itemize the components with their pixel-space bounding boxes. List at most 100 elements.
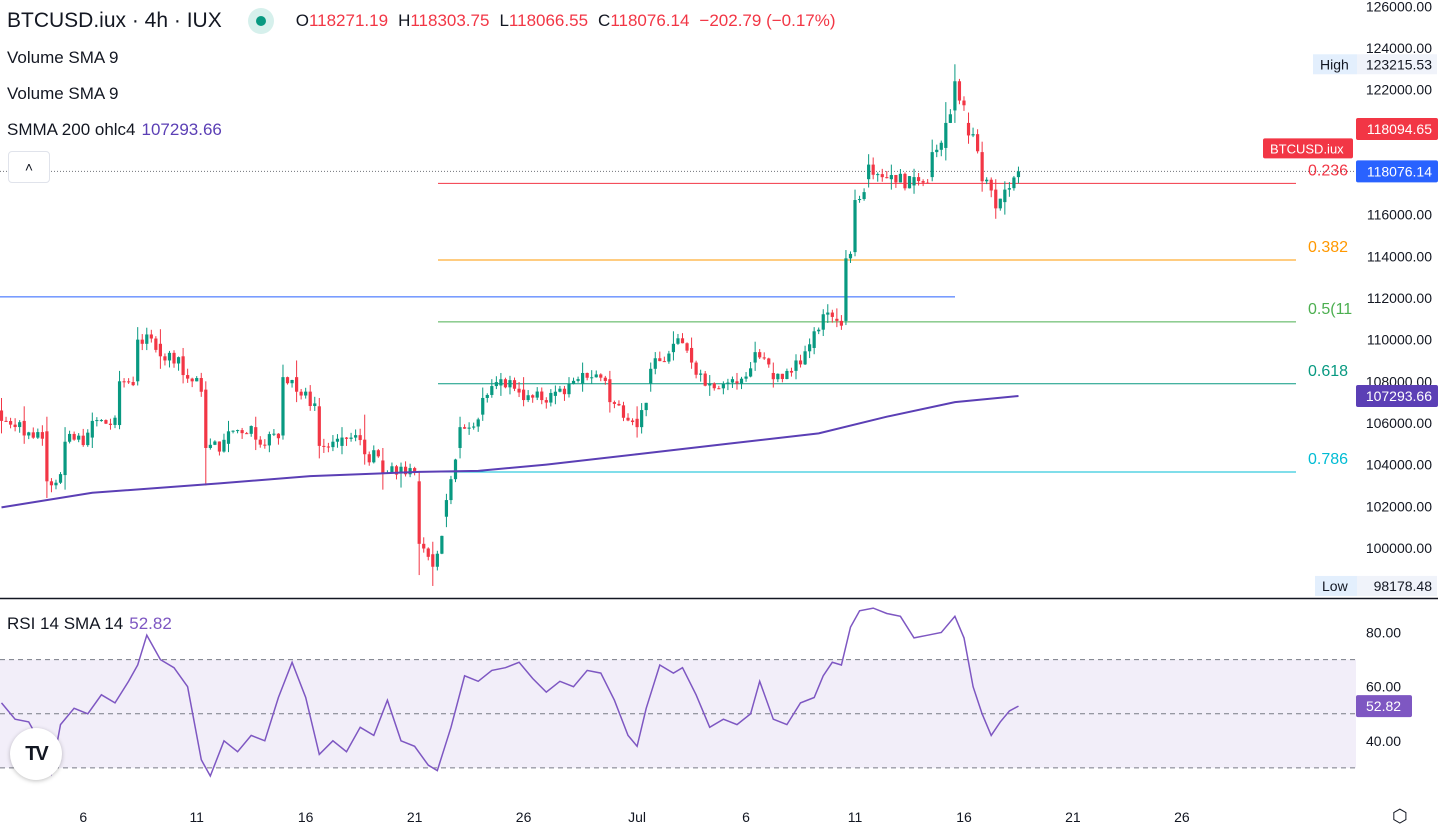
candle-body bbox=[730, 379, 735, 383]
candle-body bbox=[671, 343, 676, 353]
candle-body bbox=[235, 430, 240, 432]
price-tick-label: 114000.00 bbox=[1367, 248, 1432, 264]
candle-body bbox=[167, 352, 172, 361]
candle-body bbox=[426, 548, 430, 557]
price-tick-label: 100000.00 bbox=[1366, 540, 1432, 556]
candle-body bbox=[63, 441, 67, 476]
smma-legend[interactable]: SMMA 200 ohlc4 107293.66 bbox=[7, 120, 222, 140]
low-value-bg bbox=[1357, 575, 1437, 596]
rsi-current-tag-bg bbox=[1356, 695, 1412, 718]
time-axis-label: 6 bbox=[742, 809, 750, 825]
candle-body bbox=[127, 381, 131, 383]
candle-body bbox=[176, 357, 181, 364]
candle-body bbox=[49, 481, 54, 486]
candle-body bbox=[535, 391, 539, 398]
candle-body bbox=[848, 253, 853, 259]
settings-icon[interactable]: ⬡ bbox=[1392, 806, 1408, 826]
candle-body bbox=[390, 466, 394, 473]
candle-body bbox=[217, 441, 222, 452]
low-tag-value: 98178.48 bbox=[1374, 578, 1433, 594]
high-tag-bg bbox=[1313, 54, 1357, 75]
candle-body bbox=[413, 468, 417, 473]
candle-body bbox=[503, 379, 508, 388]
candle-body bbox=[948, 114, 952, 123]
price-tick-label: 126000.00 bbox=[1366, 0, 1432, 14]
time-axis-label: 26 bbox=[1174, 809, 1190, 825]
candle-body bbox=[953, 81, 957, 111]
candle-body bbox=[68, 433, 72, 442]
candle-body bbox=[989, 179, 993, 191]
candle-body bbox=[771, 372, 775, 380]
candle-body bbox=[635, 418, 639, 428]
rsi-legend[interactable]: RSI 14 SMA 14 52.82 bbox=[7, 614, 172, 634]
candle-body bbox=[653, 358, 657, 369]
candle-body bbox=[703, 373, 707, 386]
candle-body bbox=[812, 331, 816, 348]
price-tick-label: 116000.00 bbox=[1367, 207, 1432, 223]
symbol-legend: BTCUSD.iux · 4h · IUX O118271.19 H118303.… bbox=[7, 8, 846, 34]
candle-body bbox=[335, 438, 340, 442]
smma-price-tag: 107293.66 bbox=[1366, 388, 1432, 404]
symbol-tag-bg bbox=[1263, 138, 1353, 159]
candle-body bbox=[108, 423, 113, 425]
candle-body bbox=[803, 351, 807, 365]
candle-body bbox=[680, 338, 685, 344]
candle-body bbox=[508, 380, 512, 388]
candle-body bbox=[957, 81, 962, 101]
candle-body bbox=[571, 380, 576, 384]
candle-body bbox=[22, 420, 26, 436]
candle-body bbox=[494, 382, 498, 387]
volume-sma-legend-1[interactable]: Volume SMA 9 bbox=[7, 48, 119, 67]
candle-body bbox=[136, 339, 140, 382]
candle-body bbox=[422, 543, 426, 549]
symbol-title[interactable]: BTCUSD.iux · 4h · IUX bbox=[7, 9, 222, 32]
candle-body bbox=[358, 435, 362, 441]
candle-body bbox=[776, 373, 780, 380]
candle-body bbox=[835, 318, 839, 321]
candle-body bbox=[553, 391, 557, 396]
time-axis-label: 21 bbox=[1065, 809, 1081, 825]
smma-value: 107293.66 bbox=[141, 120, 222, 139]
candle-body bbox=[585, 372, 589, 378]
candle-body bbox=[549, 392, 553, 403]
candle-body bbox=[245, 433, 249, 435]
time-axis-label: Jul bbox=[628, 809, 646, 825]
candle-body bbox=[599, 374, 603, 378]
candle-body bbox=[739, 378, 744, 384]
candle-body bbox=[794, 360, 798, 371]
candle-body bbox=[154, 338, 158, 350]
candle-body bbox=[590, 377, 594, 379]
fib-level-label: 0.618 bbox=[1308, 363, 1348, 380]
candle-body bbox=[907, 176, 912, 189]
chevron-up-icon[interactable]: ˄ bbox=[8, 151, 50, 183]
candle-body bbox=[36, 432, 40, 438]
candle-body bbox=[581, 372, 585, 384]
last-price-tag-bg bbox=[1356, 160, 1438, 183]
candle-body bbox=[621, 405, 626, 418]
close-label: C bbox=[598, 11, 611, 30]
candle-body bbox=[276, 433, 281, 439]
candle-body bbox=[86, 432, 90, 446]
volume-sma-legend-2[interactable]: Volume SMA 9 bbox=[7, 84, 119, 103]
candle-body bbox=[644, 402, 648, 411]
ohlc-readout: O118271.19 H118303.75 L118066.55 C118076.14… bbox=[296, 11, 846, 31]
candle-body bbox=[767, 358, 771, 365]
tradingview-logo-icon[interactable]: TV bbox=[10, 728, 62, 780]
candle-body bbox=[1016, 171, 1021, 178]
candle-body bbox=[798, 360, 803, 365]
candle-body bbox=[603, 377, 607, 381]
candle-body bbox=[617, 403, 621, 406]
candle-body bbox=[467, 427, 471, 429]
smma-line bbox=[1, 395, 1019, 509]
candle-body bbox=[944, 122, 948, 148]
candle-body bbox=[381, 460, 385, 473]
candle-body bbox=[54, 482, 58, 486]
candle-body bbox=[594, 374, 598, 378]
price-tick-label: 104000.00 bbox=[1366, 457, 1432, 473]
candle-body bbox=[444, 500, 449, 517]
candle-body bbox=[926, 182, 930, 184]
rsi-current-tag: 52.82 bbox=[1366, 698, 1401, 714]
candle-body bbox=[880, 174, 884, 178]
candle-body bbox=[817, 329, 821, 332]
